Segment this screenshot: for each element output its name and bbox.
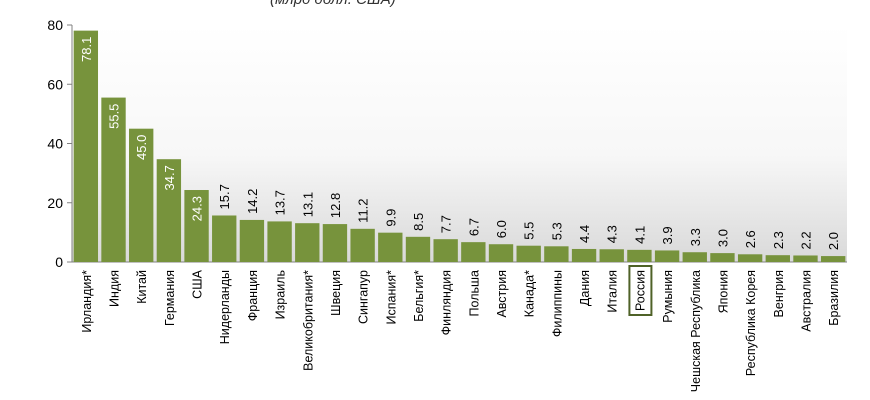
x-tick-label: Бразилия: [827, 270, 841, 326]
data-label: 13.1: [300, 192, 315, 217]
data-label: 5.3: [549, 222, 564, 240]
x-tick-label: Германия: [163, 270, 177, 326]
x-tick-label: Дания: [578, 270, 592, 306]
data-label: 4.3: [605, 225, 620, 243]
highlight-box: [628, 265, 653, 316]
data-label: 15.7: [217, 184, 232, 209]
data-label: 9.9: [383, 209, 398, 227]
bar: [682, 252, 707, 262]
data-label: 55.5: [107, 104, 122, 129]
x-tick-label: Китай: [135, 270, 149, 304]
bar: [267, 221, 292, 262]
bar: [571, 248, 597, 262]
data-label: 4.1: [632, 226, 647, 244]
x-tick-label: Чешская Республика: [689, 270, 703, 392]
bar: [101, 97, 126, 262]
x-tick-label: Республика Корея: [744, 270, 758, 376]
bar: [793, 255, 818, 262]
bar: [544, 246, 569, 262]
data-label: 6.0: [494, 220, 509, 238]
data-label: 3.0: [715, 229, 730, 247]
data-label: 7.7: [439, 215, 454, 233]
x-tick-label: Австрия: [495, 270, 509, 318]
bar: [212, 215, 237, 262]
data-label: 5.5: [522, 222, 537, 240]
bar: [184, 190, 209, 262]
bar: [488, 244, 514, 262]
x-tick-label: Канада*: [523, 270, 537, 317]
x-tick-label: Нидерланды: [218, 270, 232, 344]
data-label: 2.2: [798, 231, 813, 249]
x-tick-label: Австралия: [799, 270, 813, 332]
data-label: 2.0: [826, 232, 841, 250]
x-tick-label: Ирландия*: [80, 270, 94, 333]
bar: [516, 245, 541, 262]
x-tick-label: Румыния: [661, 270, 675, 323]
x-tick-label: Сингапур: [357, 270, 371, 324]
y-tick-label: 0: [55, 254, 63, 270]
data-label: 24.3: [190, 196, 205, 221]
data-label: 13.7: [273, 190, 288, 215]
y-tick-label: 80: [47, 17, 63, 33]
data-label: 11.2: [356, 198, 371, 222]
x-tick-label: Израиль: [274, 270, 288, 319]
x-tick-label: Польша: [467, 270, 481, 316]
x-tick-label: Филиппины: [550, 270, 564, 337]
data-label: 78.1: [79, 37, 94, 62]
x-tick-label: Швеция: [329, 270, 343, 316]
data-label: 3.9: [660, 226, 675, 244]
data-label: 6.7: [466, 218, 481, 236]
bar: [350, 228, 375, 262]
x-tick-label: Япония: [716, 270, 730, 313]
data-label: 2.3: [771, 231, 786, 249]
x-tick-label: Испания*: [384, 270, 398, 325]
bar: [710, 253, 735, 262]
bar: [737, 254, 763, 262]
x-tick-label: Индия: [108, 270, 122, 307]
y-tick-label: 20: [47, 195, 63, 211]
data-label: 2.6: [743, 230, 758, 248]
bar: [599, 249, 624, 262]
bar: [461, 242, 486, 262]
x-tick-label: Италия: [606, 270, 620, 313]
bar: [73, 30, 99, 262]
data-label: 8.5: [411, 213, 426, 231]
bar: [295, 223, 320, 262]
x-tick-label: Финляндия: [440, 270, 454, 335]
data-label: 45.0: [134, 135, 149, 160]
bar: [239, 219, 265, 262]
y-tick-label: 40: [47, 136, 63, 152]
bar: [654, 250, 680, 262]
data-label: 4.4: [577, 225, 592, 243]
bar: [129, 128, 154, 262]
bar: [433, 239, 458, 262]
x-tick-label: Великобритания*: [301, 270, 315, 371]
data-label: 12.8: [328, 193, 343, 218]
data-label: 34.7: [162, 165, 177, 190]
bar: [405, 236, 431, 262]
y-tick-label: 60: [47, 76, 63, 92]
bar: [627, 249, 652, 262]
x-tick-label: США: [191, 269, 205, 298]
x-tick-label: Бельгия*: [412, 270, 426, 322]
bar: [156, 159, 182, 262]
data-label: 3.3: [688, 228, 703, 246]
bar: [322, 224, 348, 262]
bar: [820, 256, 846, 262]
unit-subtitle: (млрд долл. США): [270, 0, 396, 8]
x-tick-label: Россия: [633, 270, 647, 311]
bar: [378, 232, 403, 262]
bar: [765, 255, 790, 262]
x-tick-label: Венгрия: [772, 270, 786, 317]
x-tick-label: Франция: [246, 270, 260, 321]
data-label: 14.2: [245, 189, 260, 214]
